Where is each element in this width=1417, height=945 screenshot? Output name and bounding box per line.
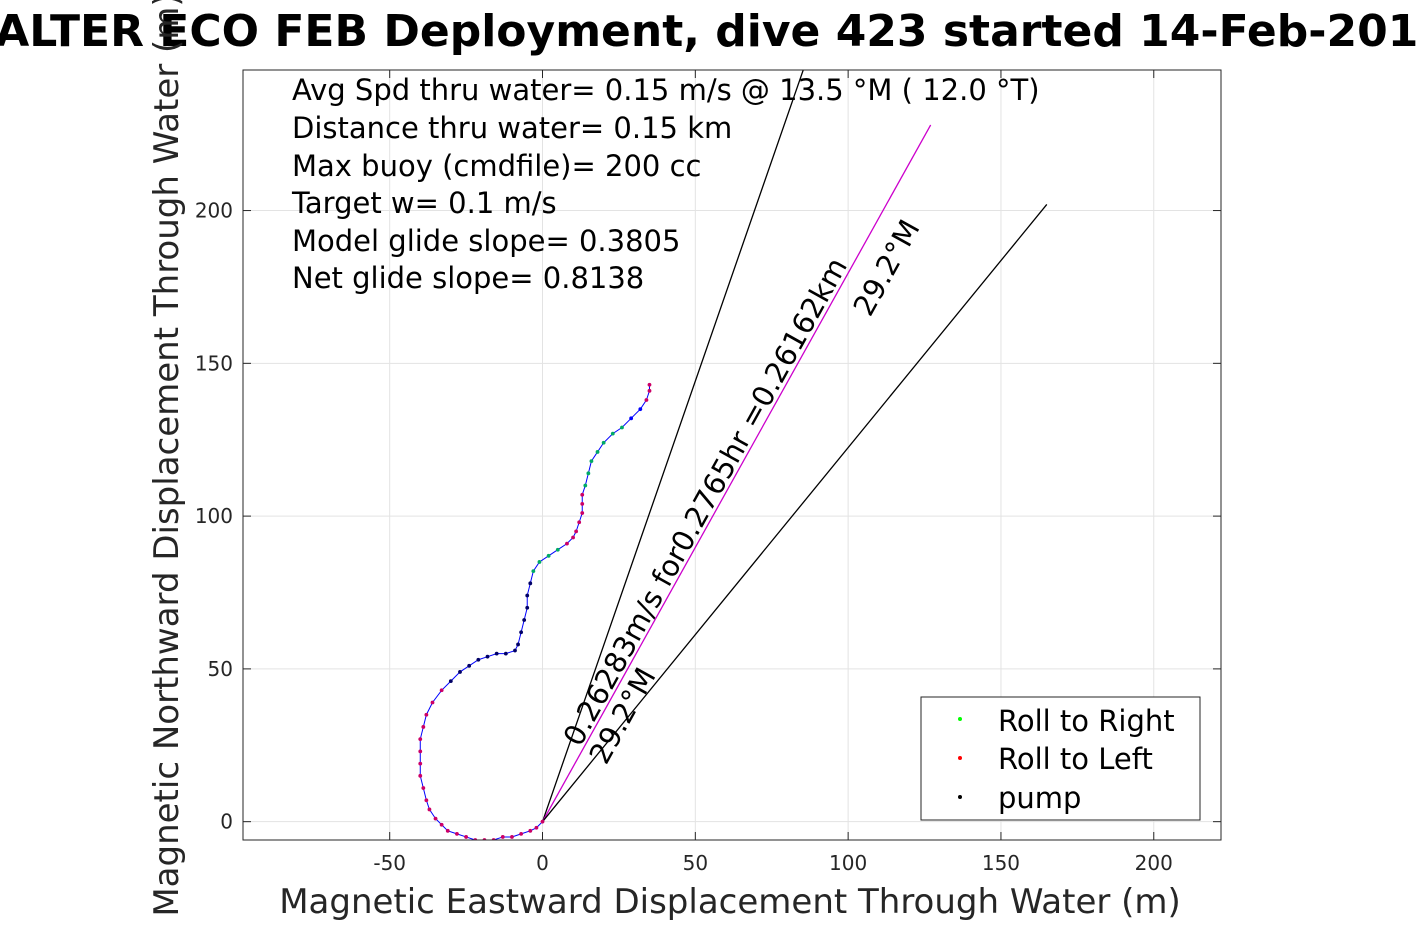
target-w-text: Target w= 0.1 m/s [291, 186, 557, 220]
max-buoy-text: Max buoy (cmdfile)= 200 cc [292, 149, 701, 183]
y-tick-label: 50 [208, 657, 233, 681]
track-point [647, 382, 652, 387]
track-point [467, 663, 472, 668]
track-point [516, 642, 520, 647]
track-point [418, 761, 423, 766]
track-point [534, 825, 539, 830]
track-point [537, 560, 542, 564]
track-point [580, 492, 585, 497]
annotation-block: Avg Spd thru water= 0.15 m/s @ 13.5 °M (… [291, 73, 1040, 295]
track-point [424, 712, 429, 717]
track-point [525, 593, 530, 598]
x-tick-label: -50 [373, 851, 406, 875]
track-point [418, 773, 423, 778]
track-point [528, 581, 533, 586]
speed-distance-label: 0.26283m/s for0.2765hr =0.26162km [556, 252, 854, 752]
track-point [424, 798, 429, 803]
track-point [427, 807, 432, 812]
track-point [519, 630, 524, 635]
track-point [476, 657, 481, 662]
track-point [445, 828, 450, 833]
reference-line [542, 204, 1048, 823]
track-point [644, 398, 649, 402]
legend-marker-pump [958, 795, 962, 799]
track-point [583, 483, 588, 488]
legend-box [920, 696, 1201, 821]
track-point [439, 822, 444, 827]
avg-speed-text: Avg Spd thru water= 0.15 m/s @ 13.5 °M (… [292, 73, 1040, 107]
x-axis-label: Magnetic Eastward Displacement Through W… [279, 882, 1181, 922]
net-glide-slope-text: Net glide slope= 0.8138 [292, 261, 644, 295]
y-tick-label: 100 [195, 504, 233, 528]
dive-track [418, 382, 652, 840]
track-point [577, 520, 582, 525]
track-point [439, 688, 444, 693]
plot-frame [242, 69, 1222, 841]
x-tick-label: 150 [982, 851, 1020, 875]
track-point [510, 835, 514, 839]
legend-label-pump: pump [998, 781, 1081, 815]
track-point [531, 569, 536, 574]
track-point [586, 471, 591, 476]
track-point [421, 725, 426, 729]
legend: Roll to Right Roll to Left pump [920, 696, 1201, 821]
track-point [540, 819, 545, 824]
track-point [455, 831, 459, 836]
track-point [571, 535, 575, 540]
track-point [574, 529, 579, 534]
model-glide-slope-text: Model glide slope= 0.3805 [292, 224, 680, 258]
track-point [546, 553, 551, 558]
x-tick-label: 200 [1135, 851, 1173, 875]
y-axis-label: Magnetic Northward Displacement Through … [147, 0, 187, 917]
track-point [448, 679, 453, 684]
track-point [555, 547, 560, 552]
track-point [458, 670, 462, 674]
track-point [500, 835, 505, 839]
track-point [430, 700, 435, 705]
track-point [421, 786, 426, 790]
track-point [485, 654, 490, 659]
track-point [595, 450, 600, 454]
track-point [647, 388, 652, 393]
track-point [418, 749, 423, 754]
track-point [580, 511, 585, 515]
grid-lines [243, 70, 1221, 840]
track-point [565, 541, 569, 546]
track-point [629, 416, 634, 421]
track-point [494, 651, 499, 656]
y-tick-label: 150 [195, 351, 233, 375]
legend-label-roll-left: Roll to Left [998, 742, 1153, 776]
y-tick-label: 200 [195, 199, 233, 223]
reference-lines [541, 70, 1048, 823]
track-point [610, 431, 615, 436]
reference-line [541, 124, 932, 822]
y-tick-label: 0 [220, 810, 233, 834]
x-tick-label: 100 [829, 851, 867, 875]
legend-label-roll-right: Roll to Right [998, 704, 1175, 738]
track-point [601, 440, 606, 445]
track-point [620, 425, 624, 430]
track-point [522, 618, 527, 622]
x-tick-label: 0 [536, 851, 549, 875]
track-point [464, 835, 469, 839]
track-point [519, 831, 524, 836]
distance-text: Distance thru water= 0.15 km [292, 111, 732, 145]
legend-marker-roll-right [958, 717, 962, 721]
track-point [638, 407, 643, 412]
track-point [528, 828, 533, 833]
track-point [418, 737, 423, 742]
axis-ticks: -50 0 50 100 150 200 0 50 100 150 200 [195, 70, 1221, 875]
x-tick-label: 50 [683, 851, 708, 875]
heading-label-main: 29.2°M [846, 214, 926, 322]
track-point [433, 816, 438, 821]
track-point [503, 651, 508, 656]
reference-line [541, 70, 804, 822]
chart-title: PALTER ECO FEB Deployment, dive 423 star… [0, 6, 1417, 57]
track-point [513, 648, 517, 653]
track-point [525, 605, 530, 610]
legend-marker-roll-left [958, 756, 962, 760]
track-point [580, 501, 585, 506]
track-point [589, 459, 594, 464]
